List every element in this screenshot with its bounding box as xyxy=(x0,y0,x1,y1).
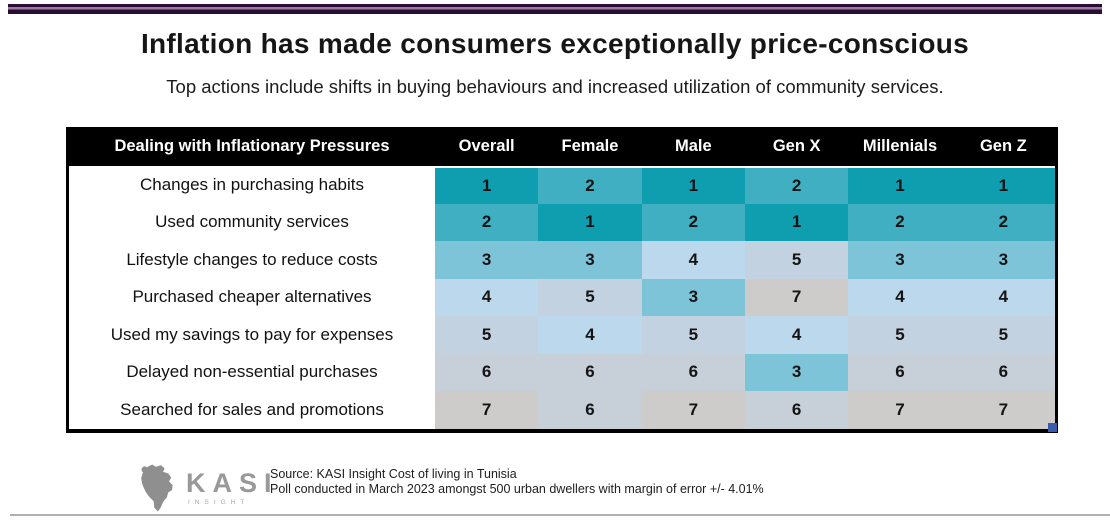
rank-cell: 7 xyxy=(848,391,952,429)
rank-cell: 7 xyxy=(435,391,539,429)
column-header-gen-x: Gen X xyxy=(772,137,821,155)
table-row: Lifestyle changes to reduce costs 3 3 4 5 3 3 xyxy=(69,241,1055,279)
rank-cell: 3 xyxy=(641,278,745,316)
rank-cell: 1 xyxy=(951,166,1055,204)
rank-cell: 5 xyxy=(435,316,539,354)
rank-cell: 6 xyxy=(641,353,745,391)
rank-cell: 4 xyxy=(848,278,952,316)
rank-cell: 1 xyxy=(435,166,539,204)
table-row: Used my savings to pay for expenses 5 4 5 4 5… xyxy=(69,316,1055,354)
chart-subtitle: Top actions include shifts in buying beh… xyxy=(166,76,944,97)
rank-cell: 6 xyxy=(538,391,642,429)
table-row: Purchased cheaper alternatives 4 5 3 7 4 4 xyxy=(69,278,1055,316)
rank-cell: 5 xyxy=(641,316,745,354)
rank-cell: 7 xyxy=(745,278,849,316)
rank-cell: 5 xyxy=(848,316,952,354)
rank-cell: 6 xyxy=(848,353,952,391)
rank-cell: 3 xyxy=(435,241,539,279)
row-label: Used my savings to pay for expenses xyxy=(69,316,435,354)
column-header-gen-z: Gen Z xyxy=(979,137,1027,155)
top-accent-bar xyxy=(8,4,1102,14)
rank-cell: 6 xyxy=(951,353,1055,391)
column-header-millenials: Millenials xyxy=(862,137,938,155)
rank-cell: 5 xyxy=(538,278,642,316)
rank-cell: 3 xyxy=(745,353,849,391)
rank-cell: 4 xyxy=(745,316,849,354)
table-row: Used community services 2 1 2 1 2 2 xyxy=(69,203,1055,241)
rank-cell: 3 xyxy=(538,241,642,279)
rank-cell: 4 xyxy=(641,241,745,279)
brand-subtext: INSIGHT xyxy=(188,498,250,506)
row-label: Purchased cheaper alternatives xyxy=(69,278,435,316)
rank-cell: 1 xyxy=(641,166,745,204)
rank-cell: 1 xyxy=(745,203,849,241)
brand-name: KASI xyxy=(186,467,279,498)
rank-table: Dealing with Inflationary Pressures Overa… xyxy=(66,127,1058,433)
rank-cell: 1 xyxy=(848,166,952,204)
rank-cell: 4 xyxy=(951,278,1055,316)
rank-cell: 2 xyxy=(745,166,849,204)
source-note: Source: KASI Insight Cost of living in T… xyxy=(270,467,764,497)
row-label: Used community services xyxy=(69,203,435,241)
table-row: Searched for sales and promotions 7 6 7 6 7 7 xyxy=(69,391,1055,429)
row-label: Delayed non-essential purchases xyxy=(69,353,435,391)
rank-cell: 5 xyxy=(745,241,849,279)
rank-cell: 7 xyxy=(641,391,745,429)
rank-cell: 6 xyxy=(435,353,539,391)
rank-cell: 6 xyxy=(745,391,849,429)
kasi-logo: KASI INSIGHT xyxy=(136,462,279,514)
rank-cell: 4 xyxy=(538,316,642,354)
column-header-female: Female xyxy=(561,137,619,155)
rank-cell: 4 xyxy=(435,278,539,316)
bottom-divider xyxy=(10,514,1110,516)
rank-cell: 2 xyxy=(538,166,642,204)
row-header-title: Dealing with Inflationary Pressures xyxy=(114,137,390,155)
row-label: Lifestyle changes to reduce costs xyxy=(69,241,435,279)
excel-fill-handle-icon xyxy=(1048,422,1057,432)
rank-cell: 3 xyxy=(848,241,952,279)
source-line-1: Source: KASI Insight Cost of living in T… xyxy=(270,467,517,481)
column-header-overall: Overall xyxy=(458,137,515,155)
rank-cell: 2 xyxy=(435,203,539,241)
row-label: Changes in purchasing habits xyxy=(69,166,435,204)
column-header-male: Male xyxy=(674,137,712,155)
table-row: Delayed non-essential purchases 6 6 6 3 6 6 xyxy=(69,353,1055,391)
chart-title: Inflation has made consumers exceptional… xyxy=(140,28,970,59)
rank-cell: 3 xyxy=(951,241,1055,279)
source-line-2: Poll conducted in March 2023 amongst 500… xyxy=(270,482,764,496)
rank-cell: 1 xyxy=(538,203,642,241)
row-label: Searched for sales and promotions xyxy=(69,391,435,429)
rank-cell: 2 xyxy=(848,203,952,241)
rank-cell: 7 xyxy=(951,391,1055,429)
table-header-row: Dealing with Inflationary Pressures Overa… xyxy=(69,127,1055,166)
africa-map-icon xyxy=(141,464,173,512)
rank-cell: 2 xyxy=(641,203,745,241)
table-row: Changes in purchasing habits 1 2 1 2 1 1 xyxy=(69,166,1055,204)
rank-cell: 5 xyxy=(951,316,1055,354)
rank-cell: 2 xyxy=(951,203,1055,241)
rank-cell: 6 xyxy=(538,353,642,391)
